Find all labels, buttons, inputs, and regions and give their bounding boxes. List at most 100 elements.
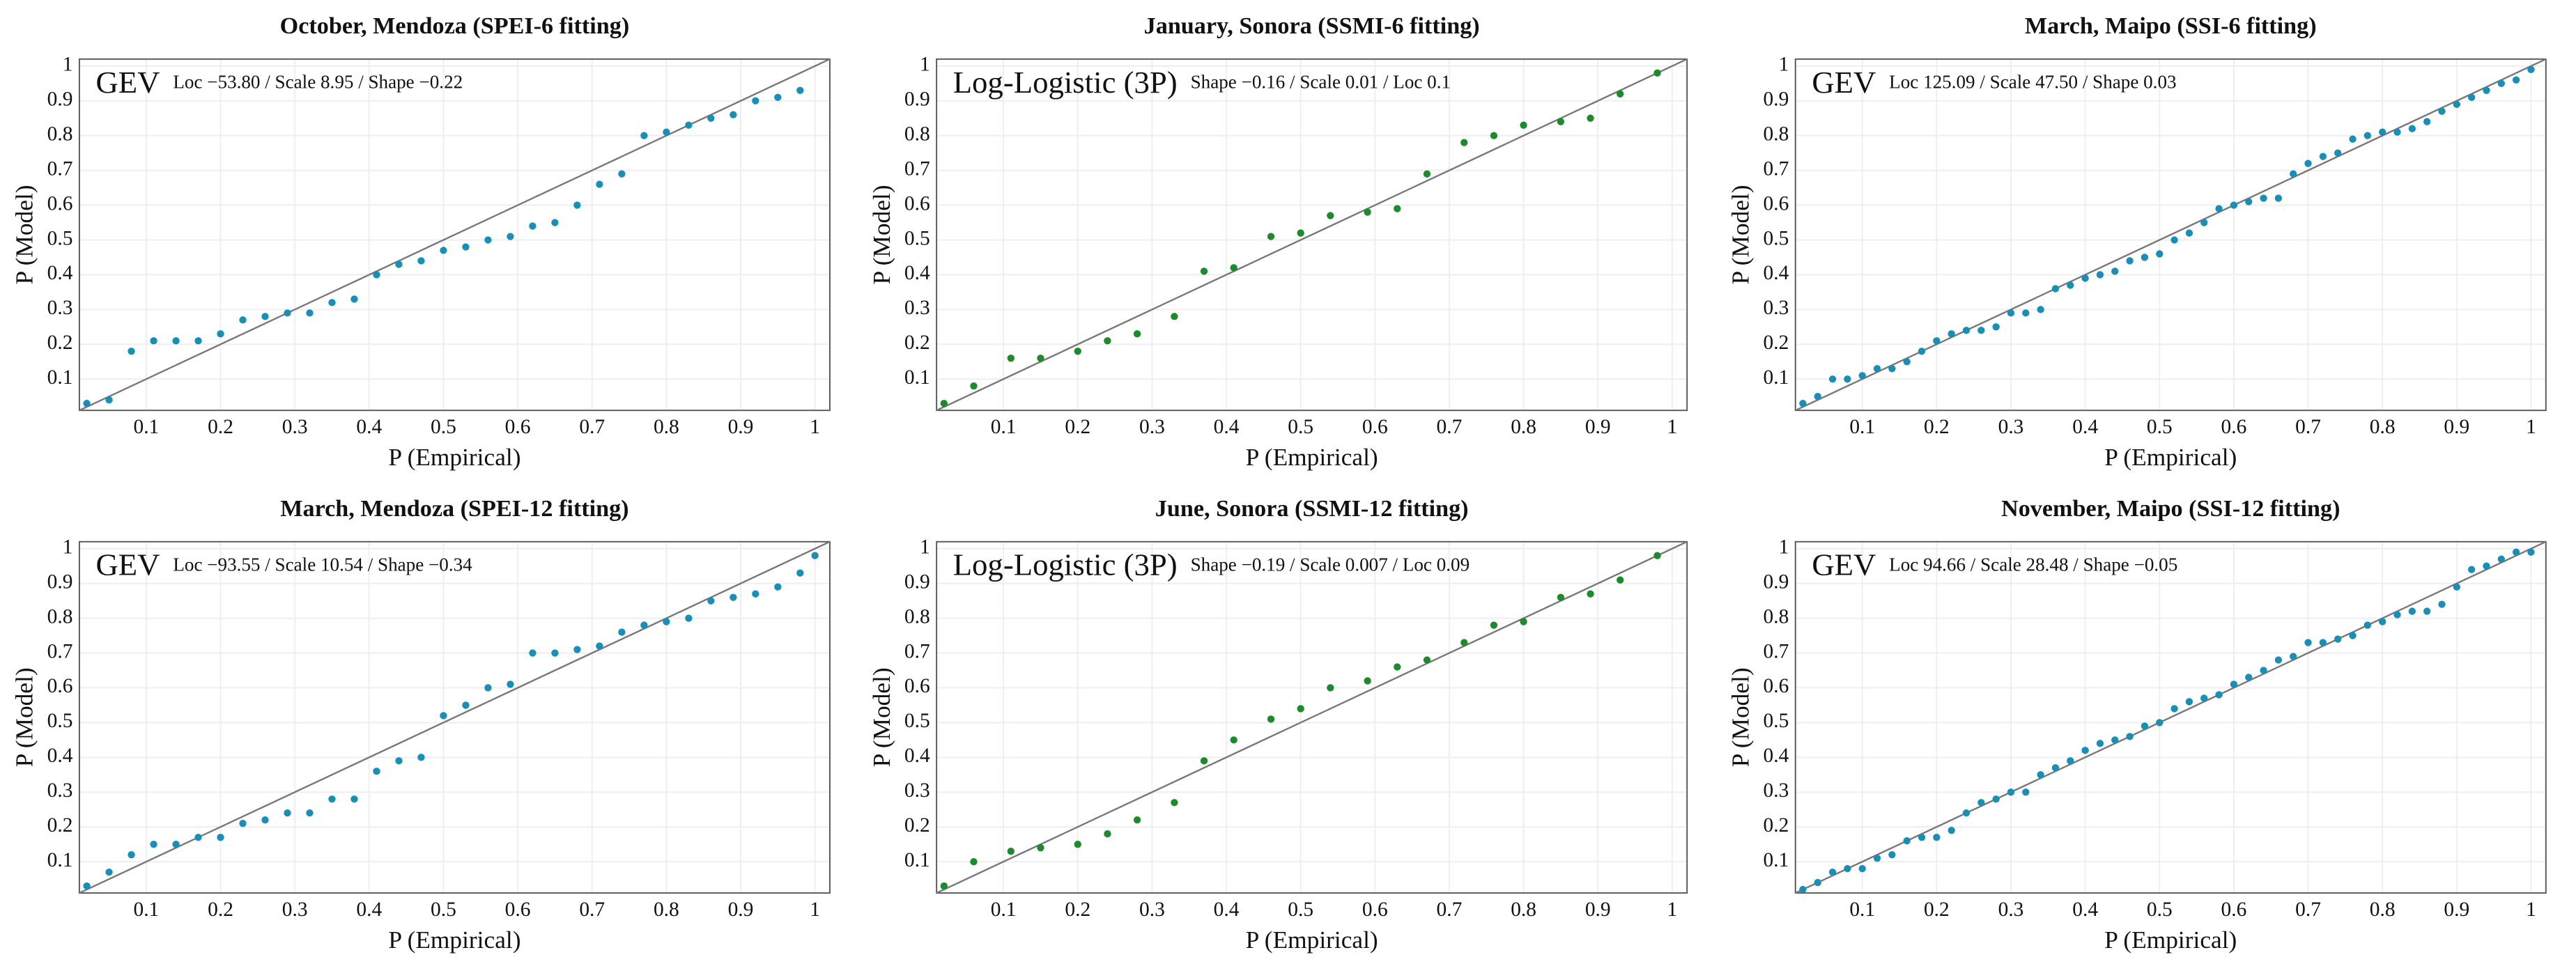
- x-tick-label: 0.6: [1362, 416, 1388, 438]
- y-tick-label: 1: [920, 536, 930, 558]
- y-axis-label: P (Model): [1726, 185, 1754, 285]
- point: [2260, 667, 2267, 674]
- y-tick-label: 0.6: [904, 675, 930, 697]
- point: [1903, 358, 1911, 366]
- point: [2438, 600, 2446, 608]
- x-tick-label: 0.7: [579, 416, 605, 438]
- reference-line: [936, 58, 1688, 412]
- point: [1074, 348, 1081, 355]
- plot-frame: [1794, 58, 2547, 412]
- point: [1992, 795, 2000, 803]
- point: [2349, 135, 2357, 143]
- point: [1977, 327, 1985, 334]
- y-tick-label: 0.1: [47, 366, 73, 389]
- point: [217, 834, 224, 841]
- x-tick-label: 0.3: [1139, 899, 1165, 921]
- y-tick-label: 0.2: [1764, 814, 1789, 837]
- y-axis-label: P (Model): [1726, 667, 1754, 767]
- point: [2067, 281, 2074, 289]
- point: [417, 754, 425, 761]
- point: [1587, 114, 1594, 122]
- x-tick-label: 0.7: [1437, 416, 1463, 438]
- point: [440, 712, 447, 720]
- point: [261, 816, 269, 824]
- x-tick-label: 0.4: [1214, 416, 1240, 438]
- point: [484, 684, 492, 692]
- point: [2423, 118, 2431, 125]
- point: [551, 649, 559, 657]
- y-tick-label: 0.6: [1764, 675, 1789, 697]
- x-tick-label: 0.9: [2444, 416, 2469, 438]
- point: [1007, 355, 1015, 362]
- x-tick-label: 0.3: [1998, 416, 2024, 438]
- point: [2067, 757, 2074, 765]
- point: [1844, 864, 1851, 873]
- point: [1653, 69, 1661, 77]
- x-axis-label: P (Empirical): [388, 926, 520, 954]
- point: [2096, 271, 2104, 279]
- point: [1267, 233, 1275, 240]
- point: [395, 260, 403, 268]
- point: [1948, 330, 1955, 338]
- y-tick-label: 0.3: [904, 297, 930, 319]
- point: [529, 649, 537, 657]
- point: [811, 552, 819, 559]
- point: [239, 820, 247, 827]
- point: [596, 642, 603, 650]
- point: [2022, 309, 2030, 317]
- point: [2230, 201, 2238, 209]
- point: [1230, 264, 1237, 272]
- point: [1557, 593, 1565, 601]
- point: [2215, 691, 2223, 699]
- point: [2334, 635, 2342, 643]
- chart-title: October, Mendoza (SPEI-6 fitting): [280, 13, 630, 39]
- x-axis-label: P (Empirical): [2104, 443, 2237, 471]
- reference-line: [936, 540, 1688, 894]
- point: [707, 114, 715, 122]
- y-tick-label: 0.8: [47, 123, 73, 145]
- x-tick-label: 0.7: [2295, 899, 2321, 921]
- y-tick-label: 0.9: [904, 570, 930, 593]
- x-tick-label: 0.7: [579, 899, 605, 921]
- point: [350, 795, 358, 803]
- point: [2156, 719, 2164, 726]
- x-tick-label: 0.1: [991, 416, 1017, 438]
- point: [2037, 771, 2044, 779]
- point: [1104, 830, 1111, 838]
- point: [2141, 722, 2149, 730]
- point: [1888, 850, 1896, 859]
- y-tick-label: 1: [63, 54, 73, 76]
- point: [507, 680, 514, 688]
- x-tick-label: 0.9: [1585, 899, 1611, 921]
- point: [1948, 827, 1955, 834]
- point: [1200, 267, 1208, 275]
- y-tick-label: 0.7: [47, 157, 73, 180]
- point: [1617, 576, 1624, 584]
- reference-line: [79, 58, 831, 412]
- point: [2081, 747, 2089, 754]
- x-tick-label: 0.4: [356, 899, 382, 921]
- point: [2363, 132, 2372, 139]
- x-tick-label: 0.3: [282, 899, 308, 921]
- point: [1460, 139, 1468, 146]
- point: [2051, 764, 2060, 772]
- y-tick-label: 0.6: [47, 192, 73, 215]
- point: [2274, 194, 2283, 202]
- reference-line: [79, 540, 831, 894]
- point: [1653, 552, 1661, 559]
- point: [1200, 757, 1208, 765]
- point: [940, 400, 948, 407]
- x-tick-label: 0.7: [2295, 416, 2321, 438]
- point: [261, 313, 269, 320]
- point: [2260, 194, 2267, 202]
- point: [194, 834, 202, 841]
- point: [1460, 639, 1468, 646]
- y-tick-label: 0.7: [47, 640, 73, 662]
- y-tick-label: 0.9: [1764, 88, 1789, 111]
- point: [395, 757, 403, 765]
- point: [1297, 229, 1304, 237]
- point: [2483, 86, 2490, 94]
- x-axis-label: P (Empirical): [1246, 443, 1378, 471]
- point: [663, 128, 670, 136]
- point: [1171, 313, 1178, 320]
